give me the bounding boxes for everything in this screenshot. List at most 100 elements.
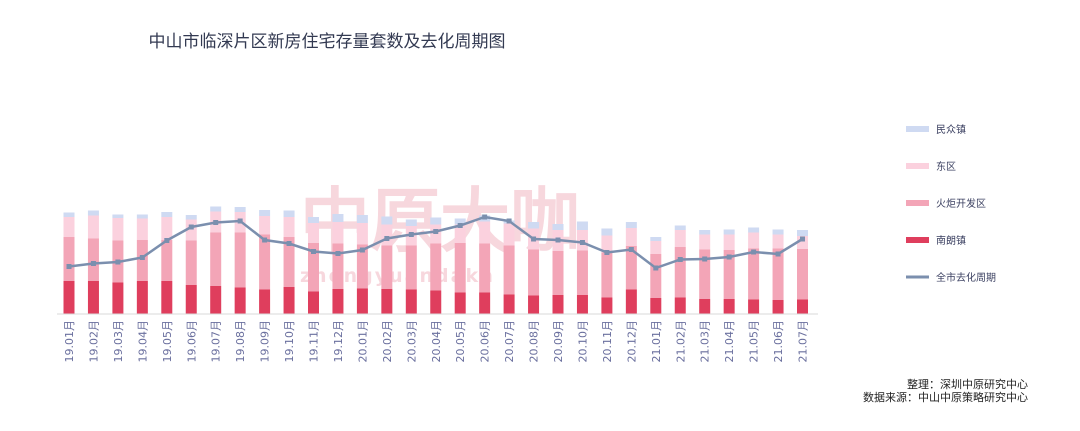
bar-民众镇-19.10月 bbox=[283, 210, 295, 217]
line-point-20.12月 bbox=[628, 247, 634, 252]
bar-火炬开发区-21.01月 bbox=[650, 254, 662, 298]
bar-民众镇-20.11月 bbox=[601, 228, 613, 236]
bar-民众镇-19.09月 bbox=[259, 210, 271, 216]
bar-民众镇-19.03月 bbox=[112, 214, 124, 218]
x-tick-label: 21.05月 bbox=[748, 320, 761, 363]
line-point-19.07月 bbox=[213, 220, 219, 225]
bar-东区-21.02月 bbox=[674, 230, 686, 247]
watermark-sub: zhongyuandaka bbox=[300, 265, 495, 287]
bar-东区-20.07月 bbox=[503, 223, 515, 246]
bar-民众镇-21.03月 bbox=[699, 230, 711, 235]
bar-南朗镇-19.07月 bbox=[210, 286, 222, 314]
bar-南朗镇-19.11月 bbox=[308, 291, 319, 314]
bar-火炬开发区-19.06月 bbox=[185, 240, 197, 285]
line-point-19.12月 bbox=[335, 251, 341, 256]
bar-民众镇-19.04月 bbox=[136, 214, 148, 219]
legend-swatch bbox=[906, 200, 929, 206]
x-tick-label: 20.02月 bbox=[381, 320, 394, 363]
bar-南朗镇-20.01月 bbox=[356, 288, 368, 314]
line-point-19.11月 bbox=[311, 249, 316, 254]
bar-民众镇-19.11月 bbox=[308, 217, 319, 223]
line-point-19.01月 bbox=[66, 264, 72, 269]
bar-南朗镇-19.02月 bbox=[87, 281, 99, 314]
bar-南朗镇-19.10月 bbox=[283, 287, 295, 314]
line-point-20.04月 bbox=[433, 229, 439, 234]
x-tick-label: 20.04月 bbox=[430, 320, 443, 363]
legend-label: 南朗镇 bbox=[936, 234, 966, 247]
bar-东区-19.12月 bbox=[332, 222, 344, 244]
x-tick-label: 20.08月 bbox=[528, 320, 541, 363]
bar-东区-20.01月 bbox=[356, 223, 368, 245]
legend-swatch bbox=[906, 163, 929, 169]
line-point-19.05月 bbox=[164, 238, 170, 243]
source-line-2: 数据来源：中山中原策略研究中心 bbox=[863, 390, 1028, 404]
line-point-21.01月 bbox=[653, 265, 659, 271]
bar-南朗镇-20.02月 bbox=[381, 289, 393, 314]
bar-火炬开发区-20.08月 bbox=[528, 249, 540, 296]
x-tick-label: 19.04月 bbox=[136, 320, 149, 363]
bar-民众镇-21.05月 bbox=[748, 227, 760, 233]
bar-南朗镇-20.09月 bbox=[552, 295, 564, 314]
bar-火炬开发区-19.09月 bbox=[259, 234, 271, 290]
legend-label: 东区 bbox=[936, 160, 956, 173]
bar-火炬开发区-20.10月 bbox=[576, 250, 588, 295]
bar-南朗镇-21.04月 bbox=[723, 299, 735, 314]
bar-东区-19.10月 bbox=[283, 217, 295, 237]
bar-东区-20.12月 bbox=[625, 228, 637, 246]
bar-南朗镇-19.04月 bbox=[136, 281, 148, 314]
bar-东区-20.06月 bbox=[479, 221, 491, 244]
bar-民众镇-21.07月 bbox=[797, 230, 808, 236]
bar-东区-19.05月 bbox=[161, 217, 173, 240]
bar-南朗镇-20.11月 bbox=[601, 297, 613, 314]
bar-民众镇-20.08月 bbox=[528, 222, 540, 229]
x-tick-label: 20.03月 bbox=[405, 320, 418, 363]
bar-南朗镇-19.08月 bbox=[234, 287, 246, 314]
line-point-20.02月 bbox=[384, 236, 390, 241]
bar-南朗镇-19.05月 bbox=[161, 281, 173, 314]
bar-南朗镇-19.06月 bbox=[185, 285, 197, 314]
line-point-20.11月 bbox=[604, 250, 610, 255]
line-point-21.06月 bbox=[775, 251, 781, 257]
line-point-20.01月 bbox=[359, 247, 365, 253]
bar-民众镇-19.01月 bbox=[63, 212, 75, 217]
x-tick-label: 19.10月 bbox=[283, 320, 296, 363]
bar-东区-21.01月 bbox=[650, 241, 662, 254]
bar-火炬开发区-19.10月 bbox=[283, 237, 295, 287]
bar-火炬开发区-20.01月 bbox=[356, 244, 368, 289]
bar-南朗镇-20.10月 bbox=[576, 295, 588, 314]
legend-label: 火炬开发区 bbox=[936, 197, 986, 210]
bar-火炬开发区-20.03月 bbox=[405, 245, 417, 290]
bar-南朗镇-21.03月 bbox=[699, 299, 711, 314]
x-tick-label: 19.08月 bbox=[234, 320, 247, 363]
line-layer bbox=[66, 214, 805, 271]
bar-民众镇-20.10月 bbox=[576, 221, 588, 230]
bar-民众镇-19.05月 bbox=[161, 212, 173, 217]
bar-火炬开发区-21.05月 bbox=[748, 248, 760, 300]
bar-火炬开发区-19.02月 bbox=[87, 238, 99, 281]
bar-民众镇-20.02月 bbox=[381, 216, 393, 225]
line-point-21.04月 bbox=[726, 254, 732, 260]
bar-南朗镇-20.06月 bbox=[479, 292, 491, 314]
x-axis-ticks: 19.01月 19.02月 19.03月 19.04月 19.05月 19.06月 19.0… bbox=[63, 320, 810, 363]
bar-民众镇-21.02月 bbox=[674, 225, 686, 230]
bar-火炬开发区-21.07月 bbox=[797, 249, 808, 300]
x-tick-label: 19.11月 bbox=[308, 320, 321, 363]
line-point-20.09月 bbox=[555, 237, 561, 243]
bar-火炬开发区-19.05月 bbox=[161, 240, 173, 281]
x-tick-label: 19.03月 bbox=[112, 320, 125, 363]
line-point-20.10月 bbox=[579, 240, 585, 245]
legend-swatch bbox=[906, 126, 929, 132]
x-tick-label: 19.12月 bbox=[332, 320, 345, 363]
line-point-19.10月 bbox=[286, 241, 292, 246]
x-tick-label: 20.01月 bbox=[356, 320, 369, 363]
x-tick-label: 20.09月 bbox=[552, 320, 565, 363]
bar-火炬开发区-19.07月 bbox=[210, 232, 222, 286]
bar-东区-19.02月 bbox=[87, 215, 99, 239]
bar-南朗镇-20.03月 bbox=[405, 289, 417, 314]
line-point-19.02月 bbox=[90, 261, 96, 266]
bar-火炬开发区-20.12月 bbox=[625, 246, 637, 290]
bar-火炬开发区-21.02月 bbox=[674, 247, 686, 298]
bar-东区-21.03月 bbox=[699, 234, 711, 250]
